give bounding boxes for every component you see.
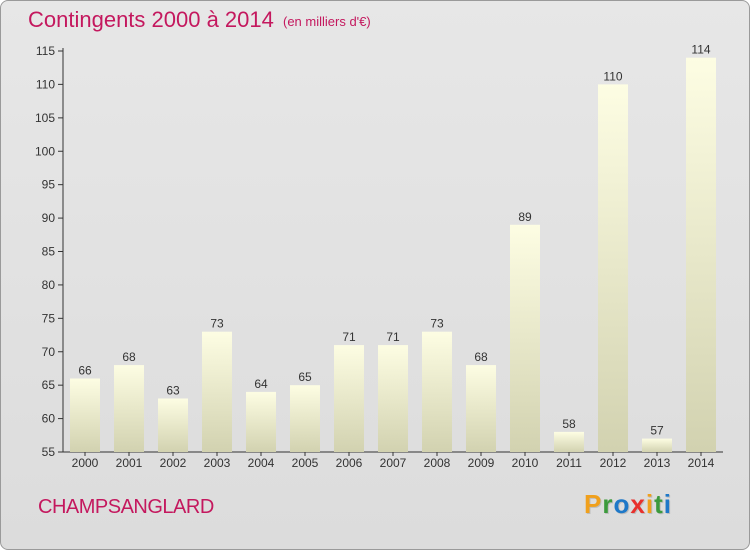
x-tick-label: 2003 xyxy=(204,456,231,470)
logo-letter: i xyxy=(663,489,672,519)
x-tick-label: 2005 xyxy=(292,456,319,470)
x-tick-label: 2011 xyxy=(556,456,582,470)
x-tick-label: 2009 xyxy=(468,456,495,470)
data-label: 65 xyxy=(298,370,312,384)
y-tick-label: 105 xyxy=(35,111,55,125)
logo-letter: i xyxy=(645,489,655,519)
bar-2011 xyxy=(554,431,584,452)
bar-2009 xyxy=(466,365,496,452)
data-label: 114 xyxy=(691,43,710,57)
data-label: 66 xyxy=(78,363,92,377)
y-tick-label: 90 xyxy=(42,211,56,225)
data-label: 63 xyxy=(166,384,180,398)
x-tick-label: 2007 xyxy=(380,456,407,470)
bar-2007 xyxy=(378,345,408,452)
y-tick-label: 55 xyxy=(42,445,56,459)
x-tick-label: 2008 xyxy=(424,456,451,470)
x-tick-label: 2000 xyxy=(72,456,99,470)
logo-letter: P xyxy=(584,489,603,519)
x-tick-label: 2014 xyxy=(688,456,715,470)
data-label: 57 xyxy=(650,424,664,438)
logo-letter: o xyxy=(613,489,631,519)
x-tick-label: 2004 xyxy=(248,456,275,470)
x-tick-label: 2006 xyxy=(336,456,363,470)
y-tick-label: 100 xyxy=(35,144,55,158)
x-tick-label: 2010 xyxy=(512,456,539,470)
y-tick-label: 75 xyxy=(42,311,56,325)
y-tick-label: 95 xyxy=(42,178,56,192)
chart-bars xyxy=(70,57,716,453)
x-tick-label: 2012 xyxy=(600,456,627,470)
x-tick-label: 2013 xyxy=(644,456,671,470)
place-name: CHAMPSANGLARD xyxy=(38,496,214,518)
data-label: 89 xyxy=(518,210,532,224)
data-label: 110 xyxy=(603,69,622,83)
proxiti-logo: Proxiti xyxy=(584,489,672,520)
logo-letter: t xyxy=(654,489,664,519)
bar-2012 xyxy=(598,84,628,453)
bar-2003 xyxy=(202,331,232,452)
bar-2014 xyxy=(686,57,716,452)
chart-title: Contingents 2000 à 2014 xyxy=(28,7,274,32)
bar-2008 xyxy=(422,331,452,452)
data-label: 73 xyxy=(210,317,224,331)
data-label: 73 xyxy=(430,317,444,331)
x-tick-label: 2001 xyxy=(116,456,143,470)
data-label: 58 xyxy=(562,417,576,431)
bar-2001 xyxy=(114,365,144,452)
y-tick-label: 80 xyxy=(42,278,56,292)
data-label: 68 xyxy=(474,350,488,364)
bar-2004 xyxy=(246,391,276,452)
y-tick-label: 60 xyxy=(42,412,56,426)
bar-2006 xyxy=(334,345,364,452)
bar-2005 xyxy=(290,385,320,452)
y-tick-label: 115 xyxy=(36,44,55,58)
y-tick-label: 70 xyxy=(42,345,56,359)
y-tick-label: 85 xyxy=(42,245,56,259)
x-tick-label: 2002 xyxy=(160,456,187,470)
chart-axes: 55 60 65 70 75 80 85 90 95 100 105 110 115 2000 2001 20… xyxy=(35,44,723,470)
logo-letter: x xyxy=(630,489,646,519)
chart-subtitle: (en milliers d'€) xyxy=(283,14,371,29)
data-label: 64 xyxy=(254,377,268,391)
bar-2002 xyxy=(158,398,188,452)
bar-2013 xyxy=(642,438,672,452)
data-label: 71 xyxy=(386,330,400,344)
y-tick-label: 65 xyxy=(42,378,56,392)
bar-2010 xyxy=(510,224,540,452)
data-label: 68 xyxy=(122,350,136,364)
data-label: 71 xyxy=(342,330,356,344)
bar-2000 xyxy=(70,378,100,452)
logo-letter: r xyxy=(602,489,614,519)
y-tick-label: 110 xyxy=(36,77,55,91)
chart-data-labels: 66 68 63 73 64 65 71 71 73 68 89 58 110 57 114 xyxy=(78,43,711,438)
